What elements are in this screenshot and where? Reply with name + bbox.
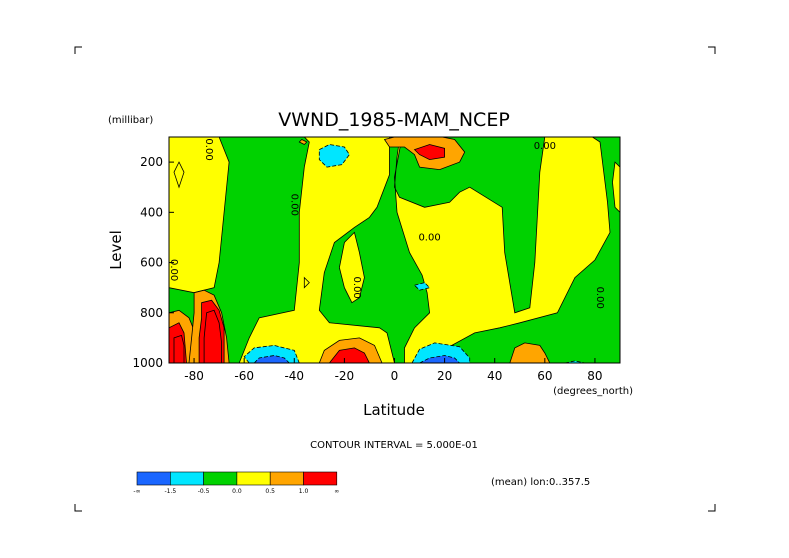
colorbar-swatch-5 <box>269 471 304 486</box>
colorbar-label-5: 0.5 <box>265 488 275 495</box>
colorbar-label-1: -∞ <box>133 488 140 495</box>
contour-region-5 <box>173 161 185 189</box>
x-tick-label: -40 <box>284 369 304 383</box>
x-tick-label: -60 <box>234 369 254 383</box>
contour-label-7: 0.00 <box>594 287 605 309</box>
x-axis-ticks: -80 -60 -40 -20 0 20 40 60 80 <box>184 358 603 383</box>
y-axis-label: Level <box>107 230 125 270</box>
crop-mark-top-left <box>74 46 82 54</box>
contour-region-20 <box>509 342 551 363</box>
colorbar-label-7: ∞ <box>334 488 339 495</box>
contour-label-3: 0.00 <box>168 259 179 281</box>
contour-region-10 <box>411 342 471 363</box>
y-axis-units: (millibar) <box>108 115 153 126</box>
contour-region-24 <box>413 144 446 161</box>
x-axis-label: Latitude <box>363 401 425 419</box>
contour-region-4 <box>394 137 611 363</box>
contour-interval-text: CONTOUR INTERVAL = 5.000E-01 <box>310 440 478 451</box>
y-axis-ticks: 200 400 600 800 1000 <box>132 155 174 370</box>
contour-region-7 <box>303 276 310 289</box>
contour-region-6 <box>612 161 620 213</box>
crop-mark-top-right <box>708 46 716 54</box>
contour-label-4: 0.00 <box>351 277 362 299</box>
x-tick-label: 0 <box>391 369 399 383</box>
y-tick-label: 1000 <box>132 356 163 370</box>
y-tick-label: 800 <box>140 306 163 320</box>
plot-area: 0.00 0.00 0.00 0.00 0.00 0.00 0.00 <box>168 136 621 364</box>
crop-marks <box>74 46 716 512</box>
x-tick-label: -20 <box>335 369 355 383</box>
contour-region-25 <box>173 334 185 363</box>
colorbar-label-4: 0.0 <box>232 488 242 495</box>
x-tick-label: -80 <box>184 369 204 383</box>
colorbar-label-3: -0.5 <box>198 488 210 495</box>
crop-mark-bottom-left <box>74 504 82 512</box>
colorbar-swatch-6 <box>303 471 338 486</box>
chart-title: VWND_1985-MAM_NCEP <box>278 109 510 131</box>
colorbar-swatch-1 <box>136 471 171 486</box>
crop-mark-bottom-right <box>708 504 716 512</box>
y-tick-label: 600 <box>140 256 163 270</box>
contour-region-9 <box>243 344 300 363</box>
x-tick-label: 40 <box>487 369 502 383</box>
contour-label-5: 0.00 <box>418 232 440 243</box>
contour-region-3 <box>338 231 365 304</box>
contour-region-13 <box>253 355 290 363</box>
x-tick-label: 20 <box>437 369 452 383</box>
colorbar-swatch-4 <box>236 471 271 486</box>
colorbar-label-6: 1.0 <box>299 488 309 495</box>
y-tick-label: 400 <box>140 205 163 219</box>
contour-label-2: 0.00 <box>288 194 299 216</box>
contour-region-11 <box>413 282 431 291</box>
contour-labels: 0.00 0.00 0.00 0.00 0.00 0.00 0.00 <box>168 138 605 308</box>
contour-region-1 <box>169 137 230 294</box>
colorbar: -∞ -1.5 -0.5 0.0 0.5 1.0 ∞ <box>133 471 339 495</box>
x-tick-label: 80 <box>587 369 602 383</box>
y-tick-label: 200 <box>140 155 163 169</box>
contour-region-21 <box>328 347 370 363</box>
contour-regions <box>169 137 620 363</box>
colorbar-label-2: -1.5 <box>164 488 176 495</box>
contour-region-19 <box>298 139 308 145</box>
contour-region-14 <box>419 355 461 363</box>
mean-longitude-text: (mean) lon:0..357.5 <box>491 477 590 488</box>
contour-region-26 <box>203 309 223 363</box>
x-tick-label: 60 <box>537 369 552 383</box>
x-axis-units: (degrees_north) <box>553 386 633 397</box>
contour-region-2 <box>238 137 395 363</box>
contour-label-6: 0.00 <box>534 141 556 152</box>
colorbar-swatch-3 <box>203 471 238 486</box>
colorbar-swatch-2 <box>170 471 204 486</box>
contour-label-1: 0.00 <box>203 138 214 160</box>
contour-region-8 <box>318 144 350 168</box>
